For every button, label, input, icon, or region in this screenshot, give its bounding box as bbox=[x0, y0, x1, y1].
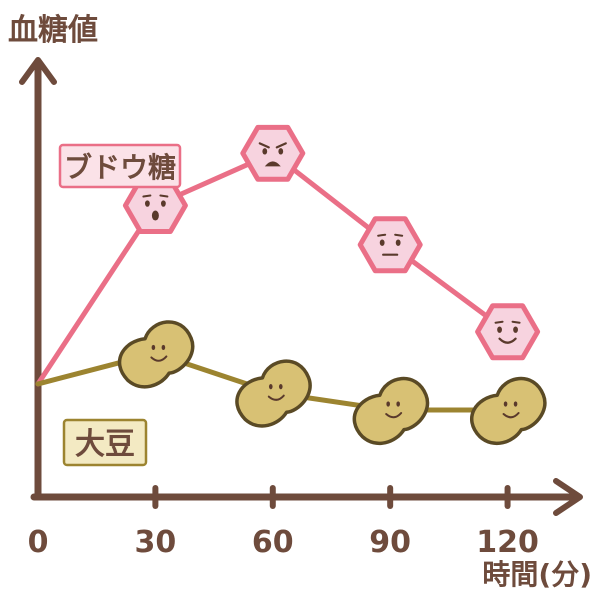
x-ticks: 0 30 60 90 120 bbox=[28, 485, 539, 560]
soy-marker-90 bbox=[352, 376, 430, 446]
x-tick-label-90: 90 bbox=[369, 525, 411, 560]
soy-marker-120 bbox=[470, 376, 547, 446]
series-markers bbox=[117, 124, 547, 446]
series-label-soy-text: 大豆 bbox=[75, 427, 135, 462]
x-tick-label-120: 120 bbox=[476, 525, 539, 560]
glucose-marker-90 bbox=[357, 216, 423, 274]
glucose-marker-120 bbox=[475, 303, 541, 361]
x-tick-label-30: 30 bbox=[135, 525, 177, 560]
x-axis-arrow-icon bbox=[553, 478, 583, 516]
y-axis-arrow-icon bbox=[19, 57, 57, 85]
x-tick-label-0: 0 bbox=[28, 525, 49, 560]
series-label-glucose: ブドウ糖 bbox=[58, 143, 182, 189]
series-label-soy: 大豆 bbox=[62, 418, 148, 467]
axes bbox=[19, 57, 583, 516]
glucose-marker-60 bbox=[240, 124, 306, 182]
x-axis-label: 時間(分) bbox=[482, 558, 592, 591]
x-tick-label-60: 60 bbox=[252, 525, 294, 560]
soy-marker-30 bbox=[117, 320, 195, 389]
soy-marker-60 bbox=[235, 359, 312, 428]
series-label-glucose-text: ブドウ糖 bbox=[64, 151, 176, 184]
y-axis-label: 血糖値 bbox=[8, 13, 98, 48]
